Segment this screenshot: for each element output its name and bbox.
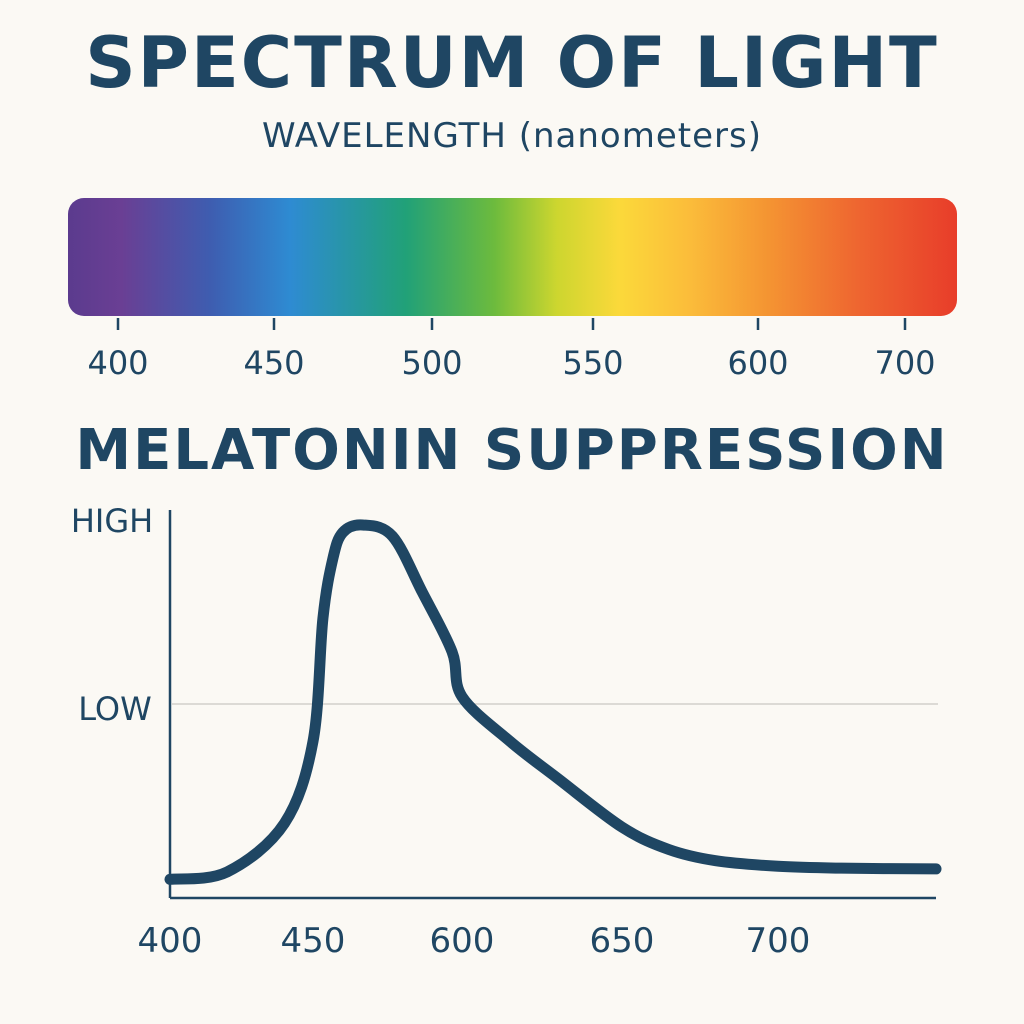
- spectrum-color-bar: [68, 198, 957, 316]
- x-tick-label: 600: [430, 921, 495, 961]
- spectrum-tick-label: 500: [401, 344, 462, 382]
- chart-title: SPECTRUM OF LIGHT: [85, 22, 939, 104]
- melatonin-chart-title: MELATONIN SUPPRESSION: [75, 418, 949, 483]
- x-tick-label: 400: [138, 921, 203, 961]
- y-tick-label: LOW: [78, 690, 152, 728]
- melatonin-line-chart: HIGH LOW 400 450 600 650 700: [71, 502, 942, 961]
- spectrum-tick-label: 400: [87, 344, 148, 382]
- suppression-curve: [164, 519, 942, 885]
- spectrum-tick-label: 700: [874, 344, 935, 382]
- spectrum-tick-label: 600: [727, 344, 788, 382]
- chart-subtitle: WAVELENGTH (nanometers): [262, 116, 762, 156]
- x-tick-label: 700: [746, 921, 811, 961]
- spectrum-axis: 400 450 500 550 600 700: [87, 318, 936, 382]
- spectrum-tick-label: 550: [562, 344, 623, 382]
- x-tick-label: 650: [590, 921, 655, 961]
- x-tick-label: 450: [281, 921, 346, 961]
- y-tick-label: HIGH: [71, 502, 153, 540]
- spectrum-tick-label: 450: [243, 344, 304, 382]
